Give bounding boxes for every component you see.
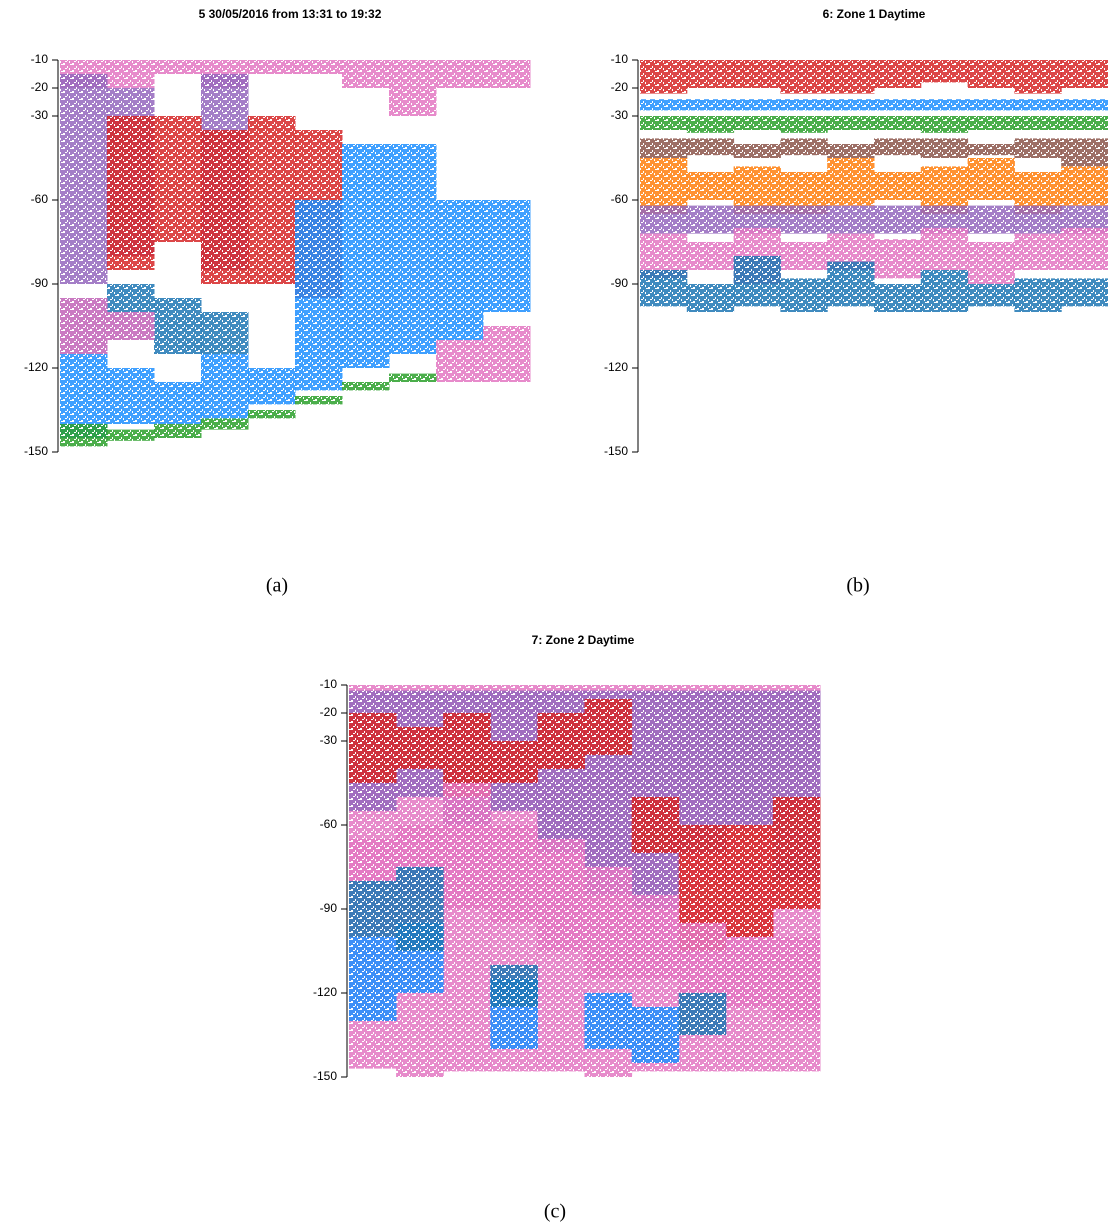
y-tick-label: -120 [24,360,48,374]
y-tick-label: -90 [320,901,338,915]
chart-title: 5 30/05/2016 from 13:31 to 19:32 [199,7,382,21]
plot-area [60,60,531,452]
plot-area [640,60,1108,452]
caption: (b) [846,575,869,597]
y-tick-label: -60 [611,192,629,206]
texture [640,60,1108,452]
texture [60,60,530,452]
plot-area [349,685,821,1077]
chart-title: 7: Zone 2 Daytime [532,633,635,647]
caption: (c) [544,1201,566,1223]
y-tick-label: -90 [611,276,629,290]
y-tick-label: -120 [604,360,628,374]
texture [349,685,820,1077]
y-tick-label: -30 [31,108,49,122]
y-tick-label: -120 [313,985,337,999]
y-tick-label: -60 [31,192,49,206]
y-tick-label: -150 [24,444,48,458]
y-tick-label: -30 [611,108,629,122]
y-tick-label: -10 [31,52,49,66]
y-tick-label: -10 [611,52,629,66]
y-tick-label: -150 [604,444,628,458]
y-tick-label: -90 [31,276,49,290]
y-tick-label: -60 [320,817,338,831]
caption: (a) [266,575,288,597]
y-tick-label: -20 [320,705,338,719]
y-tick-label: -20 [31,80,49,94]
y-tick-label: -20 [611,80,629,94]
y-tick-label: -150 [313,1069,337,1083]
chart-title: 6: Zone 1 Daytime [823,7,926,21]
y-tick-label: -30 [320,733,338,747]
y-tick-label: -10 [320,677,338,691]
